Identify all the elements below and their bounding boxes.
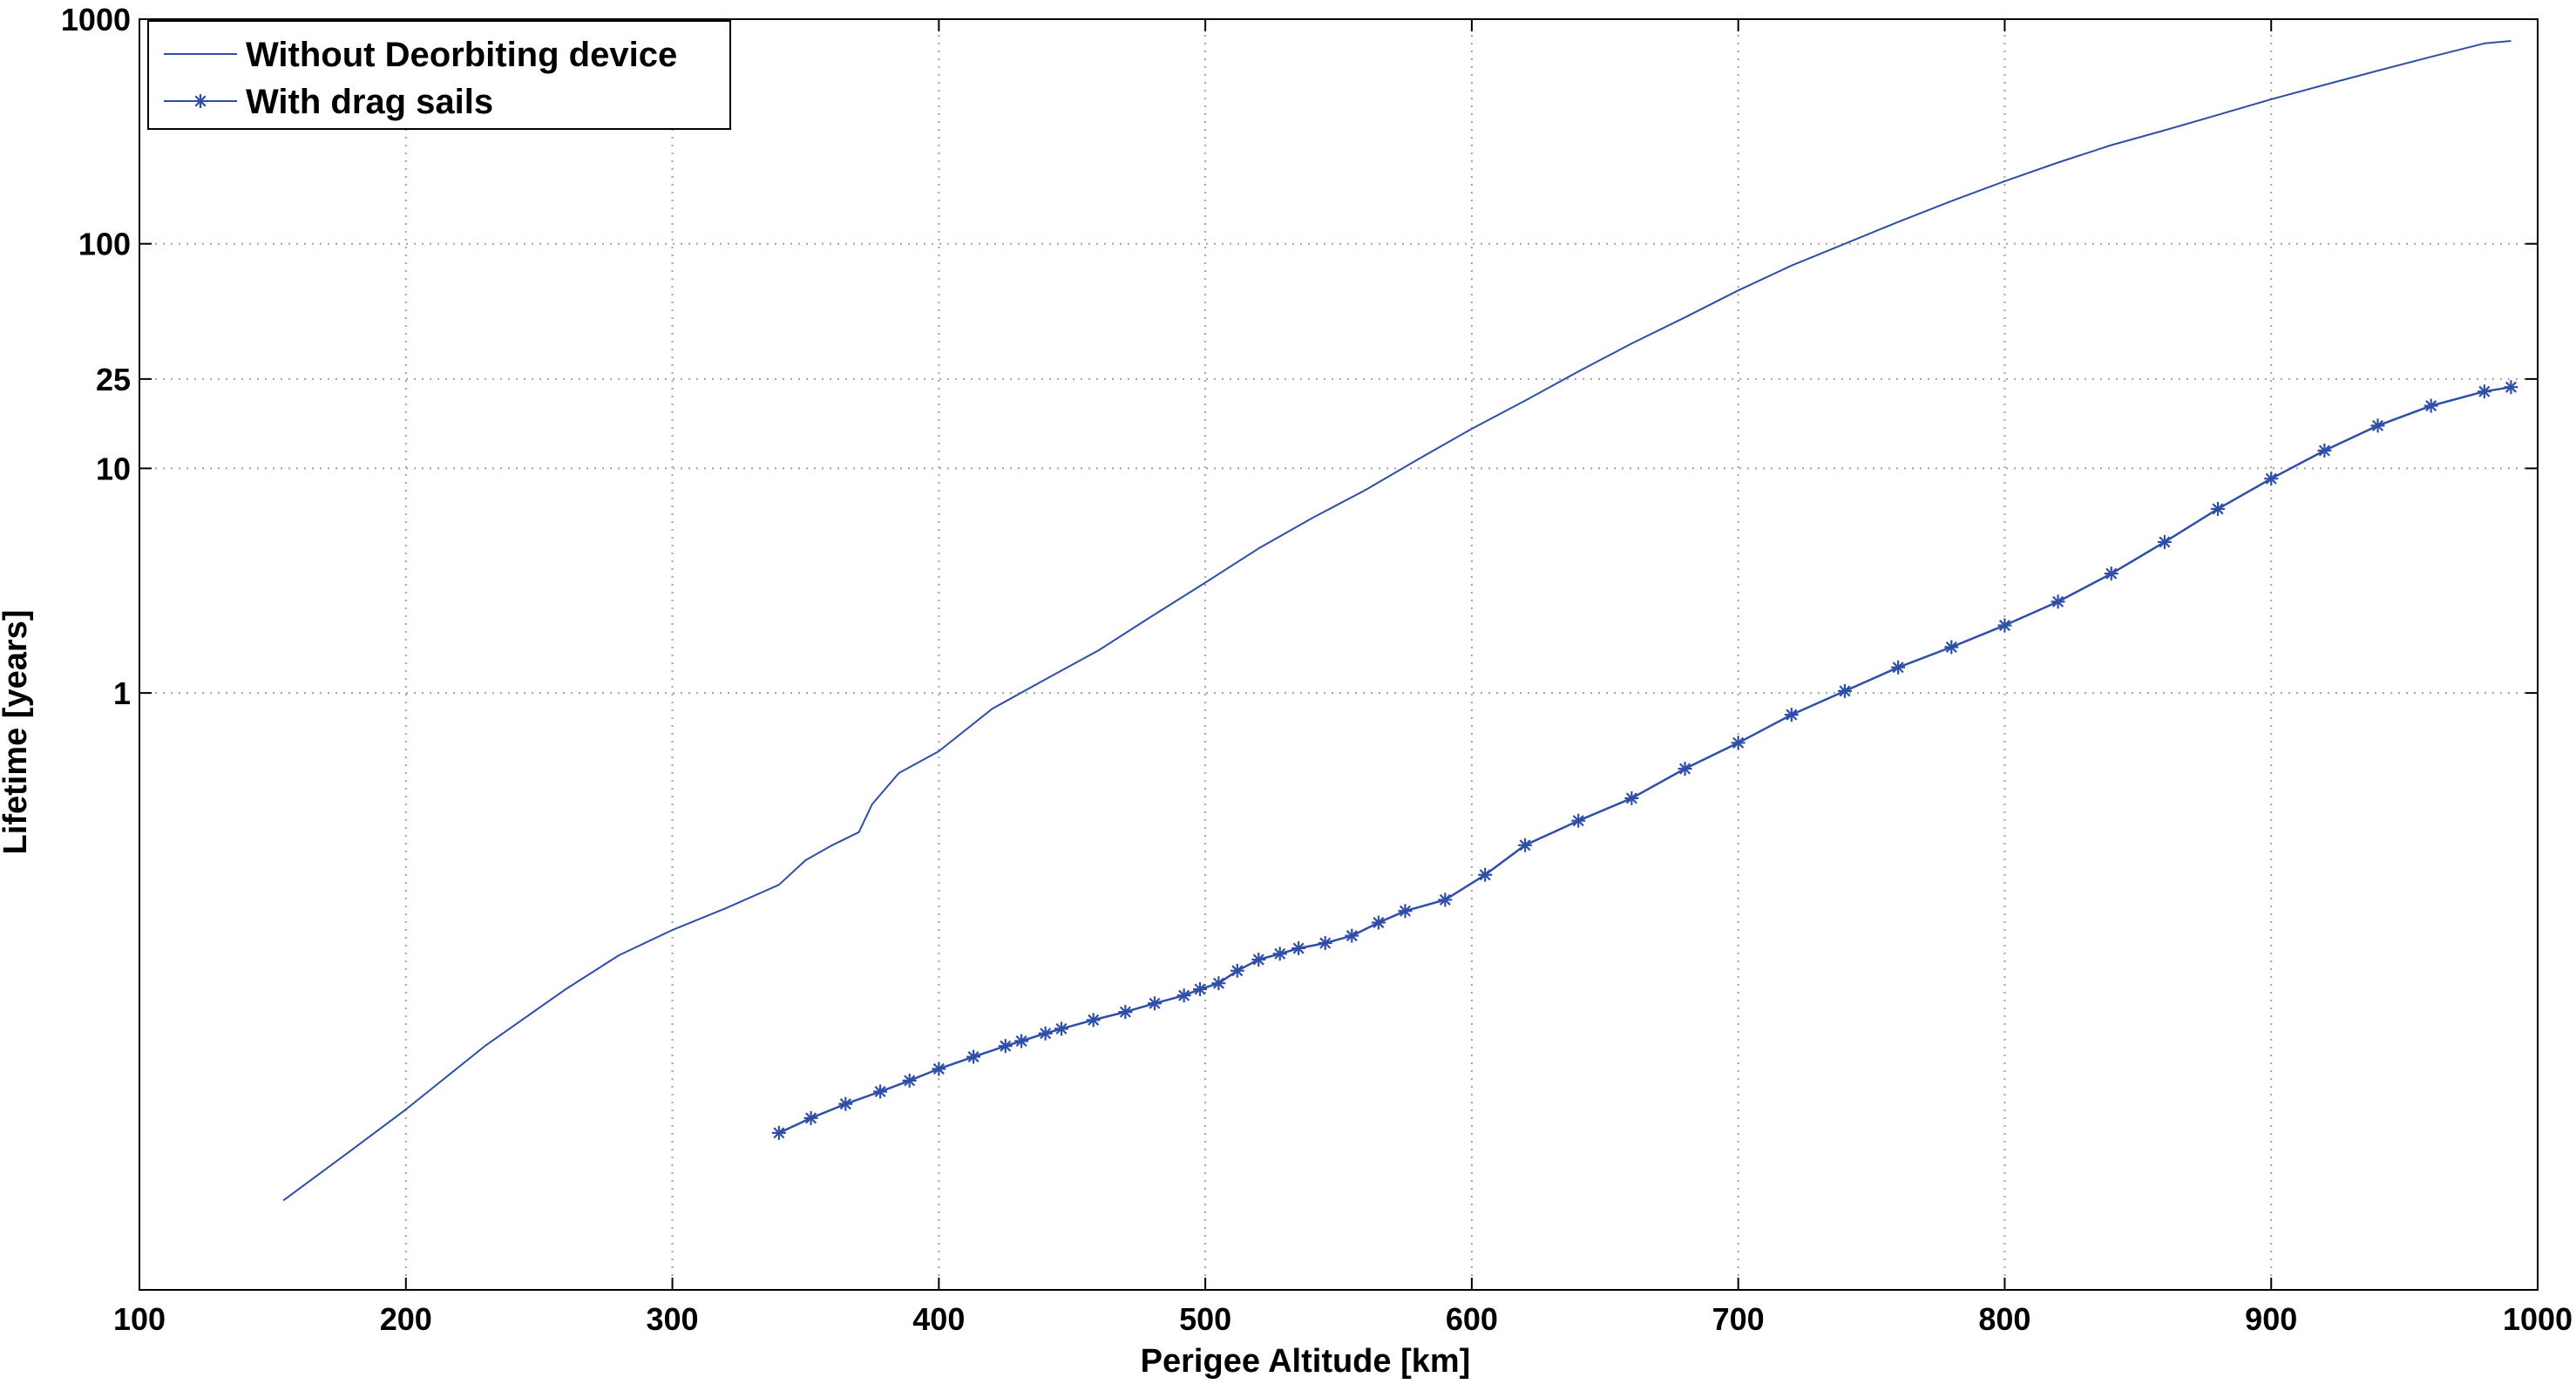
data-point-marker: [2051, 594, 2065, 609]
series-line: [282, 40, 2512, 1202]
axes: [139, 18, 2539, 1291]
data-point-marker: [2104, 566, 2118, 581]
grid-lines: [139, 19, 2538, 1290]
data-point-marker: [1014, 1034, 1029, 1048]
series-with-drag-sails: [771, 380, 2518, 1140]
x-tick-label: 1000: [2503, 1301, 2573, 1337]
data-point-marker: [1176, 988, 1191, 1003]
data-point-marker: [838, 1096, 853, 1111]
data-series: [282, 40, 2518, 1202]
data-point-marker: [1272, 946, 1287, 961]
data-point-marker: [1518, 838, 1533, 852]
data-point-marker: [1148, 996, 1163, 1011]
data-point-marker: [2157, 534, 2172, 549]
data-point-marker: [1230, 963, 1244, 978]
data-point-marker: [2504, 380, 2518, 395]
data-point-marker: [1291, 941, 1306, 956]
data-point-marker: [771, 1125, 786, 1140]
y-tick-label: 25: [96, 362, 131, 397]
data-point-marker: [966, 1049, 981, 1064]
data-point-marker: [2423, 398, 2438, 413]
x-axis-title: Perigee Altitude [km]: [1141, 1343, 1471, 1380]
data-point-marker: [998, 1039, 1013, 1054]
y-tick-label: 1: [113, 675, 131, 711]
data-point-marker: [2317, 444, 2332, 458]
data-point-marker: [932, 1062, 946, 1076]
data-point-marker: [1837, 683, 1852, 698]
data-point-marker: [2264, 472, 2279, 486]
data-point-marker: [1371, 915, 1386, 930]
data-point-marker: [1251, 953, 1266, 967]
legend-label-with-sails: With drag sails: [246, 83, 493, 121]
data-point-marker: [1944, 640, 1959, 655]
data-point-marker: [2477, 384, 2491, 399]
data-point-marker: [1054, 1021, 1068, 1036]
y-tick-label: 1000: [61, 2, 131, 37]
y-axis-title: Lifetime [years]: [0, 610, 34, 855]
x-tick-label: 200: [380, 1301, 432, 1337]
data-point-marker: [1038, 1026, 1053, 1041]
data-point-marker: [1891, 660, 1906, 675]
data-point-marker: [803, 1110, 818, 1125]
data-point-marker: [1192, 981, 1207, 996]
legend: Without Deorbiting device With drag sail…: [147, 20, 731, 130]
legend-asterisk-marker: [193, 94, 207, 108]
data-point-marker: [1784, 708, 1799, 723]
series-without-deorbiting-device: [282, 40, 2512, 1202]
data-point-marker: [1678, 762, 1692, 777]
data-point-marker: [1997, 618, 2012, 633]
data-point-marker: [1318, 936, 1332, 951]
x-tick-label: 600: [1446, 1301, 1498, 1337]
data-point-marker: [2370, 418, 2385, 433]
y-tick-label: 10: [96, 451, 131, 486]
data-point-marker: [1624, 790, 1639, 805]
x-tick-label: 700: [1712, 1301, 1765, 1337]
data-point-marker: [873, 1084, 888, 1099]
data-point-marker: [902, 1073, 917, 1088]
data-point-marker: [2211, 501, 2226, 516]
legend-label-without-device: Without Deorbiting device: [246, 36, 677, 74]
plot-frame: [139, 18, 2539, 1291]
data-point-marker: [1086, 1013, 1101, 1028]
data-point-marker: [1438, 892, 1453, 907]
x-tick-label: 100: [113, 1301, 166, 1337]
x-tick-label: 900: [2245, 1301, 2297, 1337]
data-point-marker: [1478, 867, 1493, 882]
data-point-marker: [1211, 976, 1226, 991]
data-point-marker: [1398, 904, 1413, 919]
legend-asterisk: [193, 94, 207, 108]
x-tick-label: 500: [1179, 1301, 1231, 1337]
y-tick-label: 100: [78, 227, 131, 262]
data-point-marker: [1571, 813, 1586, 828]
data-point-marker: [1731, 736, 1746, 750]
x-tick-label: 800: [1978, 1301, 2030, 1337]
data-point-marker: [1118, 1005, 1133, 1020]
tick-labels: 100 200 300 400 500 600 700 800 900 1000 1 10 25 100 1…: [61, 2, 2573, 1337]
x-tick-label: 400: [912, 1301, 965, 1337]
x-tick-label: 300: [647, 1301, 699, 1337]
legend-box: [147, 20, 731, 130]
data-point-marker: [1345, 928, 1359, 943]
